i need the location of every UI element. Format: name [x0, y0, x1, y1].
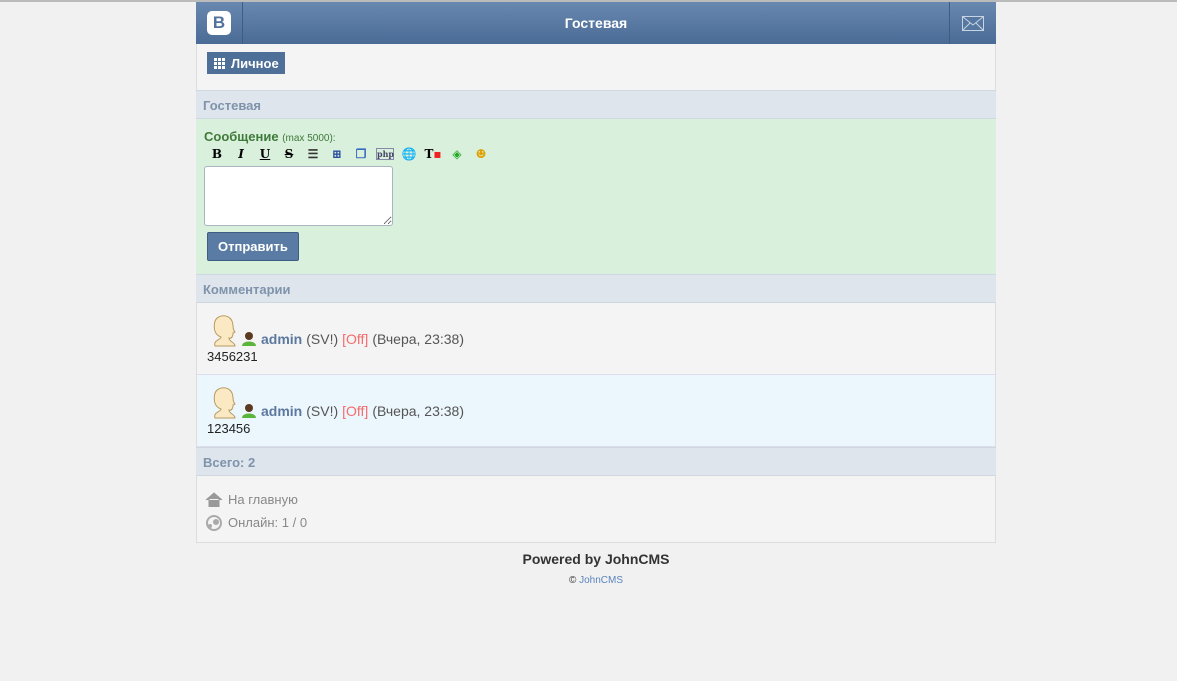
- menu-bar: Личное: [196, 44, 996, 90]
- spoiler-icon[interactable]: ⊞: [331, 147, 343, 161]
- home-link[interactable]: На главную: [228, 492, 298, 507]
- comment-text: 123456: [207, 421, 251, 436]
- footer-links: На главную Онлайн: 1 / 0: [196, 476, 996, 543]
- grid-icon: [214, 57, 225, 69]
- bold-icon[interactable]: B: [211, 147, 223, 161]
- status-badge: [Off]: [342, 331, 369, 347]
- comment: admin (SV!) [Off] (Вчера, 23:38) 3456231: [196, 303, 996, 375]
- page: B Гостевая Личное Гостевая Сообщение (ma…: [196, 2, 996, 586]
- link-icon[interactable]: 🌐: [401, 147, 417, 161]
- mail-button[interactable]: [949, 2, 996, 44]
- comment-text: 3456231: [207, 349, 258, 364]
- user-icon: [242, 404, 256, 418]
- italic-icon[interactable]: I: [238, 147, 244, 161]
- comment: admin (SV!) [Off] (Вчера, 23:38) 123456: [196, 375, 996, 447]
- bbcode-toolbar: B I U S ☰ ⊞ ❐ php 🌐 T▪ ◈ ☻: [208, 146, 988, 162]
- home-icon: [205, 492, 223, 507]
- php-icon[interactable]: php: [376, 148, 395, 160]
- message-form: Сообщение (max 5000): B I U S ☰ ⊞ ❐ php …: [196, 119, 996, 274]
- message-input[interactable]: [204, 166, 393, 226]
- bg-color-icon[interactable]: ◈: [452, 147, 462, 161]
- list-icon[interactable]: ☰: [307, 147, 319, 161]
- johncms-link[interactable]: JohnCMS: [579, 575, 624, 586]
- underline-icon[interactable]: U: [259, 147, 271, 161]
- user-icon: [242, 332, 256, 346]
- online-link[interactable]: Онлайн: 1 / 0: [228, 515, 308, 530]
- comments-header: Комментарии: [196, 274, 996, 303]
- avatar-icon: [213, 315, 236, 347]
- smiley-icon[interactable]: ☻: [475, 147, 487, 161]
- text-color-icon[interactable]: T▪: [424, 147, 442, 161]
- timestamp: (Вчера, 23:38): [372, 403, 464, 419]
- copyright: © JohnCMS: [568, 575, 624, 586]
- strike-icon[interactable]: S: [284, 147, 294, 161]
- page-title: Гостевая: [564, 15, 628, 31]
- avatar-icon: [213, 387, 236, 419]
- submit-button[interactable]: Отправить: [207, 232, 299, 261]
- envelope-icon: [962, 15, 984, 31]
- timestamp: (Вчера, 23:38): [372, 331, 464, 347]
- status-badge: [Off]: [342, 403, 369, 419]
- personal-button[interactable]: Личное: [207, 52, 285, 74]
- section-header: Гостевая: [196, 90, 996, 119]
- user-link[interactable]: admin: [261, 403, 303, 419]
- logo-icon: B: [207, 11, 231, 35]
- home-logo[interactable]: B: [196, 2, 243, 44]
- user-link[interactable]: admin: [261, 331, 303, 347]
- copy-icon[interactable]: ❐: [355, 147, 367, 161]
- header: B Гостевая: [196, 2, 996, 44]
- total-count: Всего: 2: [196, 447, 996, 476]
- online-icon: [206, 514, 222, 531]
- powered-by: Powered by JohnCMS: [522, 551, 670, 567]
- message-label: Сообщение (max 5000):: [204, 129, 336, 144]
